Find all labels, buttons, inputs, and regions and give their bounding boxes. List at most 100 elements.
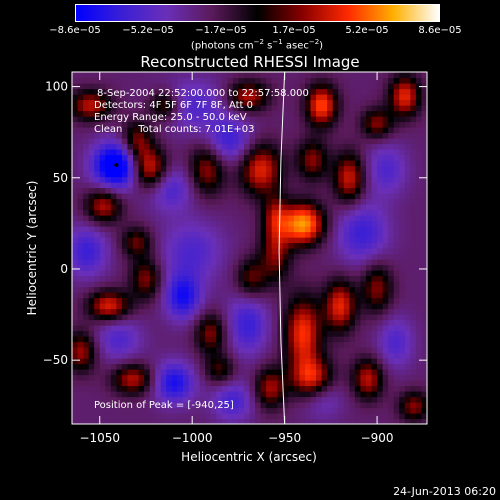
heatmap-cell (293, 297, 301, 304)
heatmap-cell (260, 149, 267, 156)
heatmap-cell (194, 242, 201, 249)
heatmap-cell (149, 110, 156, 117)
heatmap-cell (266, 160, 273, 167)
heatmap-cell (388, 72, 395, 79)
heatmap-cell (77, 198, 84, 205)
heatmap-cell (160, 396, 167, 403)
heatmap-cell (94, 77, 101, 84)
heatmap-cell (393, 149, 400, 156)
heatmap-cell (144, 391, 151, 398)
heatmap-cell (149, 352, 156, 359)
heatmap-cell (227, 303, 234, 310)
heatmap-cell (371, 319, 378, 326)
heatmap-cell (188, 171, 195, 178)
heatmap-cell (410, 105, 417, 112)
heatmap-cell (260, 314, 267, 321)
heatmap-cell (149, 336, 156, 343)
heatmap-cell (321, 358, 328, 365)
heatmap-cell (354, 308, 362, 315)
heatmap-cell (349, 380, 356, 387)
heatmap-cell (72, 226, 79, 233)
heatmap-cell (116, 292, 123, 299)
heatmap-cell (166, 286, 173, 293)
heatmap-cell (94, 198, 101, 205)
heatmap-cell (238, 231, 245, 238)
heatmap-cell (404, 352, 411, 359)
heatmap-cell (238, 413, 245, 420)
heatmap-cell (182, 88, 190, 95)
heatmap-cell (221, 209, 228, 216)
heatmap-cell (227, 237, 234, 244)
heatmap-cell (105, 297, 112, 304)
heatmap-cell (160, 314, 167, 321)
heatmap-cell (160, 105, 167, 112)
heatmap-cell (266, 369, 273, 376)
heatmap-cell (72, 319, 79, 326)
heatmap-cell (199, 341, 206, 348)
heatmap-cell (72, 242, 79, 249)
heatmap-cell (288, 413, 295, 420)
heatmap-cell (421, 330, 427, 337)
heatmap-cell (110, 347, 117, 354)
heatmap-cell (188, 231, 195, 238)
heatmap-cell (371, 314, 378, 321)
heatmap-cell (127, 314, 134, 321)
heatmap-cell (327, 176, 334, 183)
heatmap-cell (282, 165, 289, 172)
heatmap-cell (138, 127, 145, 134)
heatmap-cell (194, 418, 201, 424)
heatmap-cell (216, 160, 223, 167)
footer-date: 24-Jun-2013 06:20 (393, 485, 496, 498)
heatmap-cell (249, 286, 256, 293)
heatmap-cell (399, 88, 406, 95)
heatmap-cell (72, 88, 79, 95)
heatmap-cell (160, 369, 167, 376)
heatmap-cell (116, 264, 123, 271)
heatmap-cell (404, 391, 411, 398)
heatmap-cell (255, 99, 262, 106)
heatmap-cell (382, 116, 389, 123)
heatmap-cell (182, 165, 190, 172)
heatmap-cell (99, 413, 106, 420)
heatmap-cell (282, 248, 289, 255)
heatmap-cell (332, 248, 339, 255)
heatmap-cell (421, 396, 427, 403)
heatmap-cell (299, 242, 306, 249)
heatmap-cell (110, 369, 117, 376)
heatmap-cell (166, 281, 173, 288)
heatmap-cell (232, 297, 240, 304)
heatmap-cell (105, 231, 112, 238)
heatmap-cell (83, 308, 90, 315)
heatmap-cell (227, 402, 234, 409)
heatmap-cell (327, 127, 334, 134)
heatmap-cell (282, 380, 289, 387)
heatmap-cell (149, 248, 156, 255)
heatmap-cell (232, 275, 240, 282)
heatmap-cell (188, 352, 195, 359)
heatmap-cell (72, 385, 79, 392)
heatmap-cell (277, 83, 284, 90)
heatmap-cell (166, 215, 173, 222)
heatmap-cell (171, 116, 178, 123)
heatmap-cell (310, 121, 317, 128)
heatmap-cell (83, 88, 90, 95)
heatmap-cell (155, 281, 162, 288)
heatmap-cell (155, 347, 162, 354)
heatmap-cell (83, 297, 90, 304)
heatmap-cell (410, 154, 417, 161)
heatmap-cell (249, 165, 256, 172)
peak-position-label: Position of Peak = [-940,25] (94, 400, 234, 411)
heatmap-cell (216, 116, 223, 123)
heatmap-cell (421, 160, 427, 167)
heatmap-cell (127, 396, 134, 403)
heatmap-cell (227, 116, 234, 123)
heatmap-cell (127, 99, 134, 106)
heatmap-cell (243, 275, 251, 282)
heatmap-cell (133, 143, 140, 150)
heatmap-cell (349, 358, 356, 365)
heatmap-cell (227, 259, 234, 266)
heatmap-cell (288, 204, 295, 211)
heatmap-cell (271, 132, 278, 139)
heatmap-cell (105, 286, 112, 293)
heatmap-cell (155, 314, 162, 321)
